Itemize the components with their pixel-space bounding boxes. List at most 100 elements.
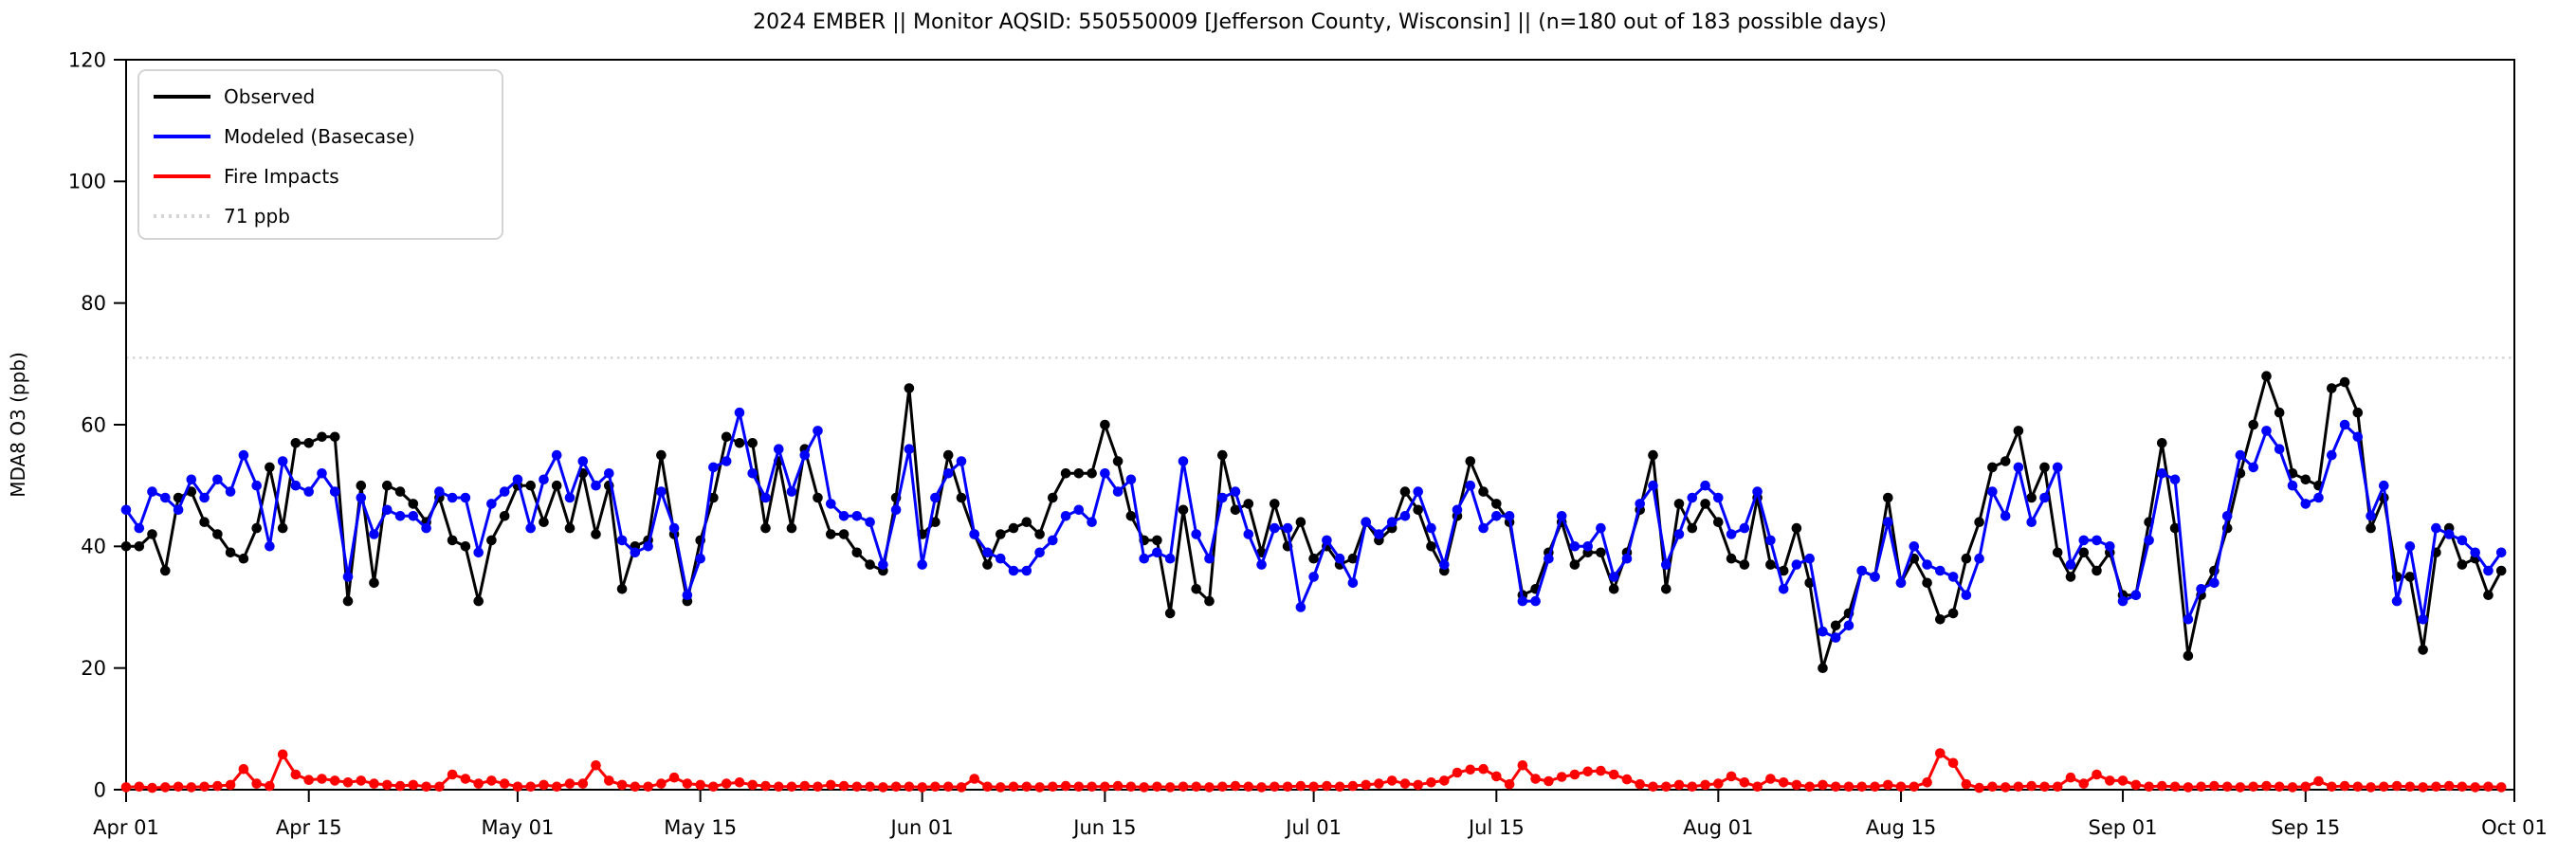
- modeled-basecase-marker: [1087, 517, 1097, 527]
- observed-marker: [1073, 468, 1085, 479]
- observed-marker: [317, 431, 327, 443]
- fire-impacts-marker: [1100, 781, 1110, 793]
- observed-marker: [2092, 565, 2102, 576]
- observed-marker: [956, 492, 967, 503]
- fire-impacts-marker: [1544, 775, 1554, 787]
- observed-marker: [1739, 559, 1750, 570]
- fire-impacts-marker: [630, 781, 641, 793]
- x-tick-label: Jun 01: [889, 816, 954, 839]
- fire-impacts-marker: [1818, 779, 1828, 791]
- modeled-basecase-marker: [317, 468, 327, 479]
- series-modeled-basecase: [120, 407, 2507, 643]
- fire-impacts-marker: [212, 780, 223, 792]
- fire-impacts-marker: [1230, 780, 1241, 792]
- modeled-basecase-marker: [329, 486, 340, 497]
- observed-marker: [826, 529, 836, 539]
- modeled-basecase-marker: [382, 504, 393, 516]
- observed-marker: [2404, 572, 2416, 582]
- fire-impacts-marker: [1883, 779, 1893, 791]
- x-tick-label: Apr 15: [276, 816, 342, 839]
- modeled-basecase-marker: [2221, 511, 2233, 521]
- modeled-basecase-marker: [147, 486, 157, 497]
- observed-marker: [2327, 383, 2337, 393]
- observed-marker: [1661, 584, 1672, 594]
- fire-impacts-marker: [1648, 781, 1658, 793]
- y-tick-label: 20: [81, 657, 106, 680]
- fire-impacts-marker: [2157, 780, 2167, 792]
- fire-impacts-marker: [486, 775, 497, 786]
- modeled-basecase-marker: [369, 529, 379, 539]
- fire-impacts-marker: [1713, 778, 1724, 789]
- modeled-basecase-marker: [1883, 517, 1893, 527]
- fire-impacts-marker: [539, 779, 549, 791]
- observed-marker: [290, 438, 301, 448]
- fire-impacts-marker: [160, 782, 171, 793]
- fire-impacts-marker: [643, 781, 653, 793]
- fire-impacts-marker: [1034, 782, 1045, 793]
- fire-impacts-marker: [1361, 779, 1371, 791]
- modeled-basecase-marker: [656, 486, 667, 497]
- observed-marker: [838, 529, 850, 539]
- observed-marker: [408, 499, 419, 509]
- fire-impacts-marker: [173, 781, 184, 793]
- fire-impacts-marker: [1530, 774, 1541, 784]
- fire-impacts-marker: [120, 782, 132, 793]
- y-tick-label: 120: [68, 48, 106, 71]
- observed-marker: [1191, 584, 1201, 594]
- fire-impacts-marker: [1765, 774, 1776, 784]
- x-tick-label: Sep 01: [2089, 816, 2158, 839]
- observed-marker: [747, 438, 758, 448]
- observed-marker: [2483, 590, 2494, 600]
- modeled-basecase-marker: [1374, 529, 1384, 539]
- observed-marker: [394, 486, 406, 497]
- modeled-basecase-marker: [1439, 559, 1450, 570]
- fire-impacts-marker: [982, 781, 993, 793]
- observed-marker: [930, 517, 941, 527]
- modeled-basecase-marker: [1987, 486, 1998, 497]
- fire-impacts-marker: [1895, 781, 1907, 793]
- modeled-basecase-marker: [199, 492, 210, 503]
- modeled-basecase-marker: [2196, 584, 2206, 594]
- fire-impacts-marker: [342, 777, 354, 788]
- fire-impacts-marker: [1791, 779, 1802, 791]
- modeled-basecase-marker: [799, 449, 811, 461]
- fire-impacts-marker: [2209, 780, 2220, 792]
- fire-impacts-marker: [2130, 779, 2142, 791]
- modeled-basecase-marker: [1204, 553, 1215, 564]
- fire-impacts-marker: [813, 781, 823, 793]
- modeled-basecase-marker: [2105, 541, 2115, 552]
- fire-impacts-marker: [551, 781, 562, 793]
- modeled-basecase-marker: [2052, 462, 2063, 473]
- modeled-basecase-marker: [2144, 535, 2154, 546]
- y-tick-label: 80: [81, 292, 106, 315]
- legend-label: 71 ppb: [224, 205, 290, 228]
- modeled-basecase-marker: [982, 547, 993, 558]
- observed-marker: [303, 438, 315, 448]
- y-tick-label: 100: [68, 171, 106, 193]
- observed-marker: [329, 431, 340, 443]
- fire-impacts-marker: [1399, 778, 1411, 789]
- modeled-basecase-marker: [2026, 517, 2037, 527]
- fire-impacts-marker: [1700, 779, 1710, 791]
- modeled-basecase-marker: [251, 480, 263, 491]
- modeled-basecase-marker: [290, 480, 301, 491]
- modeled-basecase-marker: [577, 456, 589, 466]
- observed-marker: [2078, 547, 2090, 558]
- fire-impacts-marker: [356, 775, 367, 786]
- observed-marker: [2248, 419, 2258, 430]
- observed-marker: [1465, 456, 1476, 466]
- fire-impacts-marker: [2261, 780, 2272, 792]
- modeled-basecase-marker: [1034, 547, 1045, 558]
- modeled-basecase-marker: [408, 511, 419, 521]
- modeled-basecase-marker: [186, 474, 197, 485]
- modeled-basecase-marker: [2495, 547, 2507, 558]
- observed-marker: [2026, 492, 2037, 503]
- fire-impacts-marker: [2052, 781, 2063, 793]
- modeled-basecase-marker: [2157, 468, 2167, 479]
- modeled-basecase-marker: [525, 522, 536, 534]
- observed-marker: [1569, 559, 1580, 570]
- modeled-basecase-marker: [473, 547, 484, 558]
- fire-impacts-marker: [1282, 781, 1293, 793]
- fire-impacts-marker: [277, 749, 288, 760]
